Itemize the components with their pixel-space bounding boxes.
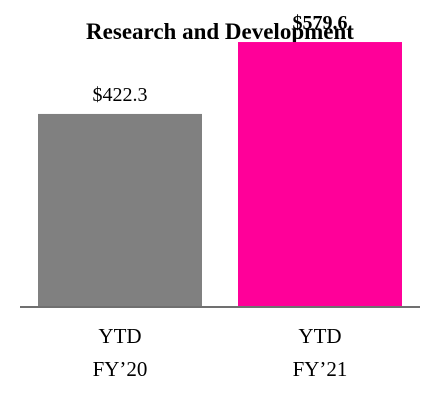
category-label-2-line-1: YTD	[298, 324, 341, 348]
bar-2	[238, 42, 402, 307]
labels-layer: $422.3 YTD FY’20 $579.6 YTD FY’21	[93, 12, 348, 381]
category-label-2-line-2: FY’21	[293, 357, 348, 381]
category-label-1-line-1: YTD	[98, 324, 141, 348]
chart-title: Research and Development	[86, 19, 354, 44]
value-label-1: $422.3	[93, 84, 148, 106]
bar-1	[38, 113, 202, 307]
category-label-1-line-2: FY’20	[93, 357, 148, 381]
bars-layer	[38, 42, 402, 307]
value-label-2: $579.6	[293, 12, 348, 34]
